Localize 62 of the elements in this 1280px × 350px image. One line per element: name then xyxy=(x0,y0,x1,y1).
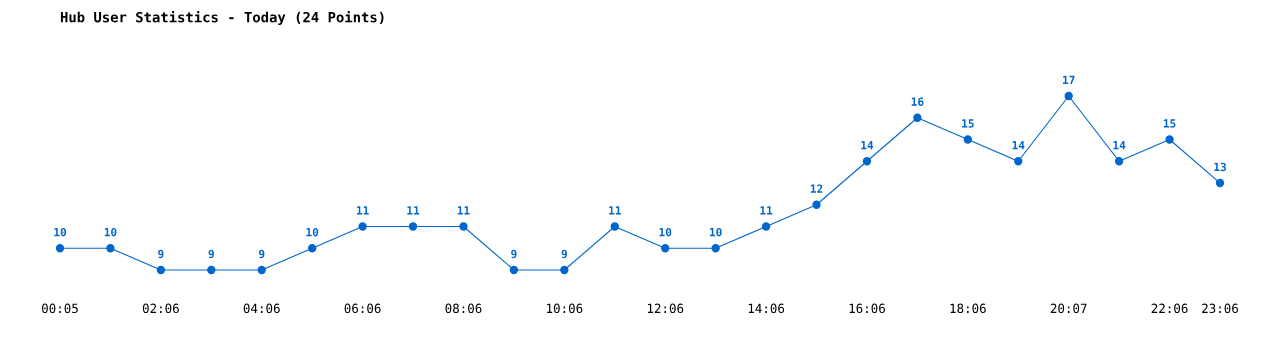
x-tick-label: 08:06 xyxy=(445,303,482,314)
x-tick-label: 20:07 xyxy=(1050,303,1087,314)
point xyxy=(106,244,115,253)
data-label: 12 xyxy=(810,184,823,193)
point xyxy=(358,222,367,231)
data-label: 14 xyxy=(1113,141,1126,150)
point xyxy=(610,222,619,231)
data-label: 9 xyxy=(158,249,164,259)
point xyxy=(1114,157,1124,166)
point xyxy=(308,244,317,253)
point xyxy=(1215,178,1225,188)
point xyxy=(862,157,872,166)
data-label: 9 xyxy=(208,249,214,259)
data-label: 15 xyxy=(962,119,974,128)
point xyxy=(913,113,922,122)
data-label: 10 xyxy=(54,227,67,237)
data-label: 9 xyxy=(511,249,517,259)
data-label: 13 xyxy=(1214,162,1226,172)
data-label: 10 xyxy=(104,227,117,237)
point xyxy=(55,244,65,253)
x-tick-label: 02:06 xyxy=(142,303,179,314)
data-label: 11 xyxy=(457,206,470,215)
point xyxy=(459,222,468,231)
data-label: 9 xyxy=(259,249,265,259)
x-tick-label: 22:06 xyxy=(1151,303,1188,314)
data-label: 11 xyxy=(407,206,420,215)
data-label: 14 xyxy=(1012,141,1025,150)
point xyxy=(661,244,670,253)
data-label: 11 xyxy=(356,206,369,215)
point xyxy=(509,265,519,275)
x-tick-label: 04:06 xyxy=(243,303,280,314)
point xyxy=(812,200,821,209)
chart-title: Hub User Statistics - Today (24 Points) xyxy=(60,10,384,26)
point xyxy=(963,135,972,144)
data-label: 15 xyxy=(1163,119,1176,128)
data-label: 14 xyxy=(861,141,874,150)
x-tick-label: 10:06 xyxy=(547,303,583,314)
data-label: 16 xyxy=(911,97,924,106)
x-tick-label: 14:06 xyxy=(748,303,785,314)
point xyxy=(560,265,569,275)
x-tick-label: 12:06 xyxy=(647,303,684,314)
data-label: 10 xyxy=(659,227,672,237)
data-label: 10 xyxy=(709,227,722,237)
point xyxy=(711,244,720,253)
point xyxy=(761,222,771,231)
x-tick-label: 18:06 xyxy=(950,303,986,314)
x-tick-label: 06:06 xyxy=(344,303,381,314)
point xyxy=(408,222,418,231)
x-tick-label: 00:05 xyxy=(42,303,78,314)
data-label: 11 xyxy=(760,206,773,215)
point xyxy=(1014,157,1023,166)
point xyxy=(156,265,166,275)
data-label: 17 xyxy=(1063,75,1075,84)
point xyxy=(1064,91,1073,101)
x-tick-label: 16:06 xyxy=(849,303,885,314)
x-tick-label: 23:06 xyxy=(1202,303,1238,314)
data-label: 10 xyxy=(306,227,319,237)
point xyxy=(207,265,216,275)
point xyxy=(257,265,266,275)
data-label: 9 xyxy=(561,249,567,259)
point xyxy=(1165,135,1174,144)
data-label: 11 xyxy=(609,206,621,215)
